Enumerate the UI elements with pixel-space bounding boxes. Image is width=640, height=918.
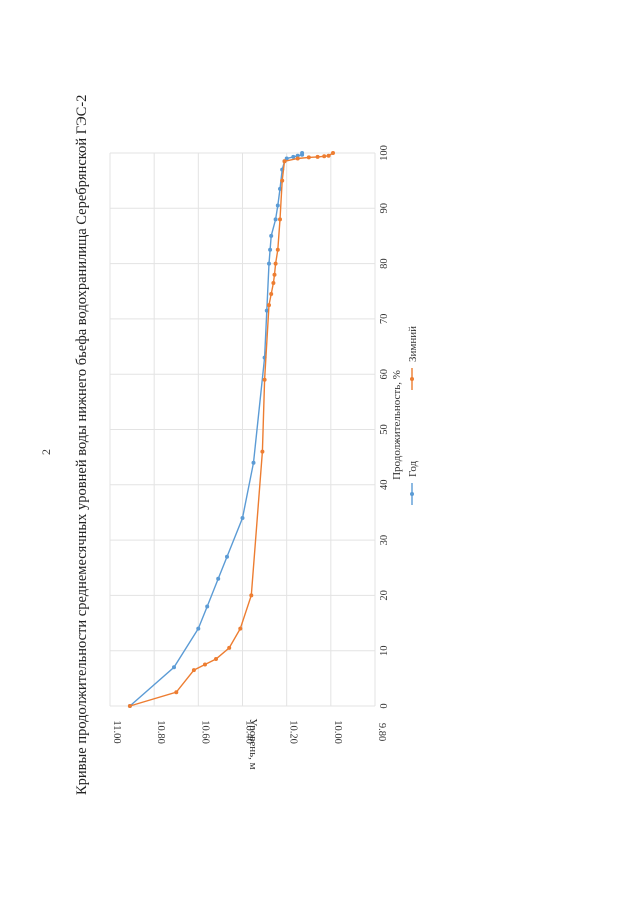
series-zimniy [127,151,335,708]
data-point [240,516,245,520]
x-tick-label: 100 [379,145,390,161]
data-point [203,662,207,667]
data-point [300,151,305,155]
data-point [282,159,287,164]
data-point [331,151,335,155]
x-tick-label: 90 [379,203,390,214]
data-point [262,377,267,382]
data-point [271,281,276,285]
y-tick-label: 11.00 [111,720,122,743]
series-group [127,151,335,708]
data-point [225,554,229,559]
legend-swatch-marker [410,377,414,381]
data-point [251,460,256,465]
x-axis-ticks: 0 10 20 30 40 50 60 70 80 90 100 [379,145,390,709]
x-tick-label: 40 [379,480,390,491]
grid [109,152,376,707]
y-tick-label: 10.00 [332,720,343,744]
legend-item: Зимний [407,326,419,390]
y-tick-label: 10.20 [288,720,299,744]
x-tick-label: 10 [379,645,390,656]
data-point [295,156,300,161]
data-point [205,604,210,609]
data-point [278,217,282,222]
legend-swatch-marker [410,492,414,496]
data-point [275,247,280,252]
data-point [268,247,273,252]
x-tick-label: 60 [379,369,390,380]
legend: Год Зимний [407,326,419,505]
data-point [238,626,243,631]
data-point [284,156,289,161]
data-point [273,217,278,222]
y-tick-label: 10.80 [155,720,166,744]
data-point [174,690,179,695]
x-axis-label: Продолжительность, % [391,370,403,480]
x-tick-label: 50 [379,424,390,435]
data-point [249,593,254,598]
data-point [275,203,280,208]
data-point [260,449,265,454]
data-point [191,668,196,673]
x-tick-label: 0 [379,703,390,708]
data-point [216,576,221,581]
y-tick-label: 9.80 [376,723,387,741]
data-point [227,645,232,650]
data-point [269,233,274,238]
data-point [196,626,201,631]
data-point [273,261,278,266]
x-tick-label: 80 [379,258,390,269]
data-point [306,155,311,160]
data-point [267,261,271,266]
legend-label: Зимний [407,326,419,362]
x-tick-label: 20 [379,590,390,601]
data-point [127,704,132,708]
data-point [326,153,331,158]
legend-label: Год [407,460,419,477]
y-tick-label: 10.40 [244,720,255,744]
data-point [264,308,269,313]
x-tick-label: 30 [379,535,390,546]
data-point [214,657,218,661]
data-point [272,272,277,277]
y-axis-ticks: 11.00 10.80 10.60 10.40 10.20 10.00 9.80 [111,720,387,744]
data-point [291,154,296,159]
x-tick-label: 70 [379,314,390,325]
y-axis-label: Уровень, м [247,718,259,769]
y-tick-label: 10.60 [199,720,210,744]
data-point [315,154,320,159]
data-point [267,303,271,308]
data-point [322,154,327,159]
legend-item: Год [407,460,419,505]
data-point [172,665,176,670]
data-point [269,292,274,296]
data-point [280,178,285,183]
